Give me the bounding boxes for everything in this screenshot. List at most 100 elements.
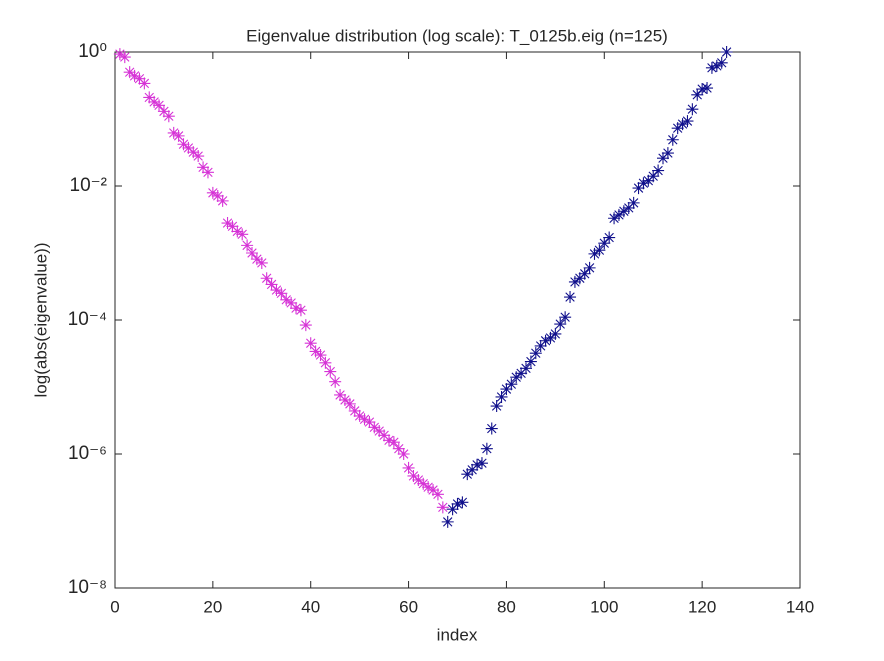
data-point [500,383,513,396]
data-point [710,59,723,72]
data-point [642,174,655,187]
data-point [285,296,298,309]
data-point [123,66,136,79]
data-point [456,496,469,509]
data-point [529,347,542,360]
data-point [520,362,532,375]
x-tick-label: 120 [688,597,716,616]
data-point [250,253,263,266]
data-point [221,217,234,230]
data-point [402,461,415,474]
data-point [564,291,577,304]
y-axis-label: log(abs(eigenvalue)) [31,243,50,398]
data-point [603,231,616,244]
data-point [720,46,733,58]
y-tick-label: 10⁻⁴ [68,309,107,330]
y-tick-label: 10⁻⁶ [68,443,107,464]
data-point [206,186,219,199]
data-point [187,146,200,159]
data-point [461,468,474,481]
data-point [588,247,601,260]
data-point [255,256,268,269]
y-tick-label: 10⁻⁸ [68,577,107,598]
data-point [290,302,303,315]
data-point [348,404,361,417]
data-point [343,397,356,410]
data-point [583,261,596,274]
data-point [524,355,537,368]
data-point [280,293,293,306]
data-point [231,225,244,238]
data-point [157,105,170,118]
data-point [329,375,342,388]
data-point [270,284,283,297]
data-point [705,61,718,74]
data-point [226,220,239,233]
data-point [177,138,190,151]
data-point [441,515,454,528]
chart-title: Eigenvalue distribution (log scale): T_0… [246,26,668,45]
x-axis-label: index [437,625,478,644]
x-tick-label: 100 [590,597,618,616]
data-point [378,429,391,442]
data-point [392,442,405,455]
data-point [627,196,640,209]
x-tick-label: 20 [203,597,222,616]
data-point [133,72,146,85]
data-point [153,99,166,112]
data-point [358,413,371,426]
x-tick-label: 80 [497,597,516,616]
data-point [568,275,581,288]
data-point [182,141,195,154]
data-point [676,118,689,131]
data-point [138,77,151,90]
data-point [471,458,484,471]
data-point [608,212,621,225]
data-point [353,409,366,422]
data-point [632,182,645,195]
data-point [148,95,161,108]
data-point [314,349,327,362]
data-point [407,469,420,482]
data-point [681,115,694,128]
data-point [593,244,606,257]
data-point [451,497,464,510]
data-point [265,278,278,291]
data-point [617,205,630,218]
data-point [666,133,679,146]
data-point [431,488,444,501]
data-point [549,327,562,340]
data-point [113,48,126,61]
data-point [167,126,180,139]
data-point [417,477,430,490]
x-tick-label: 140 [786,597,814,616]
data-point [637,177,650,190]
data-point [715,56,728,69]
y-tick-label: 10⁻² [70,175,108,196]
x-tick-label: 60 [399,597,418,616]
data-point [294,304,307,317]
data-point [197,161,210,174]
data-point [246,247,258,259]
data-point [691,88,704,101]
data-point [172,129,185,142]
data-point [480,442,493,455]
data-point [143,91,156,104]
data-point [647,170,660,183]
data-point [510,371,523,384]
data-point [309,345,322,358]
data-point [373,425,386,438]
data-point [192,150,205,163]
data-point [275,287,288,300]
data-point [118,51,131,64]
data-point [211,189,224,202]
data-point [324,365,337,378]
x-tick-label: 40 [301,597,320,616]
data-point [412,473,425,486]
data-point [387,436,400,449]
data-point [701,82,714,95]
data-point [696,83,709,96]
data-point [368,421,381,434]
x-tick-label: 0 [110,597,119,616]
